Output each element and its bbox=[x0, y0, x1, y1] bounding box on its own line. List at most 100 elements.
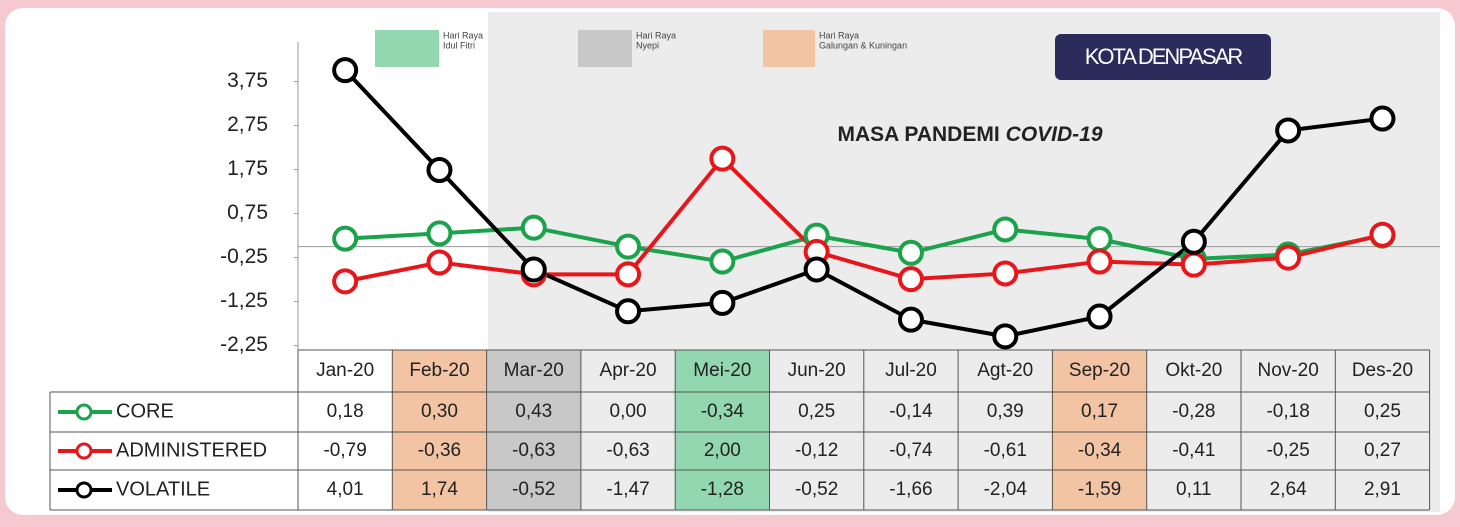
series-marker bbox=[615, 298, 642, 325]
table-value: -0,52 bbox=[512, 479, 555, 500]
annotation-text: MASA PANDEMI bbox=[837, 123, 999, 146]
x-tick-label: Okt-20 bbox=[1165, 360, 1222, 381]
table-value: -0,61 bbox=[984, 440, 1027, 461]
annotation-emphasis: COVID-19 bbox=[1006, 123, 1103, 146]
legend-label: Hari Raya bbox=[819, 30, 859, 40]
table-value: -0,14 bbox=[889, 401, 933, 422]
table-value: 0,25 bbox=[798, 401, 835, 422]
x-tick-label: Apr-20 bbox=[600, 360, 657, 381]
series-marker bbox=[803, 256, 830, 283]
y-tick-label: 2,75 bbox=[227, 113, 268, 136]
x-tick-label: Mar-20 bbox=[504, 360, 564, 381]
table-value: 0,18 bbox=[327, 401, 364, 422]
table-value: -0,63 bbox=[606, 440, 649, 461]
badge: KOTA DENPASAR bbox=[1085, 44, 1243, 69]
series-marker bbox=[992, 260, 1019, 287]
series-marker bbox=[1180, 228, 1207, 255]
series-marker bbox=[897, 239, 924, 266]
badge-box bbox=[1055, 34, 1271, 80]
x-tick-label: Jul-20 bbox=[885, 360, 937, 381]
series-line bbox=[343, 68, 1383, 339]
legend-label: VOLATILE bbox=[116, 478, 210, 500]
y-tick-label: -0,25 bbox=[220, 245, 268, 268]
legend-swatch bbox=[763, 30, 815, 67]
table-value: 0,43 bbox=[515, 401, 552, 422]
series-marker bbox=[332, 268, 359, 295]
legend-swatch bbox=[375, 30, 439, 67]
series-marker bbox=[709, 248, 736, 275]
x-tick-label: Des-20 bbox=[1352, 360, 1413, 381]
series-marker bbox=[1369, 221, 1396, 248]
x-tick-label: Agt-20 bbox=[977, 360, 1033, 381]
highlight-column bbox=[1052, 350, 1147, 510]
table-value: -0,25 bbox=[1266, 440, 1309, 461]
series-line bbox=[344, 156, 1383, 284]
table-value: -1,66 bbox=[889, 479, 932, 500]
highlight-column bbox=[675, 350, 770, 510]
series-marker bbox=[332, 225, 359, 252]
table-value: 1,74 bbox=[421, 479, 458, 500]
table-value: -0,41 bbox=[1172, 440, 1215, 461]
table-value: 0,25 bbox=[1364, 401, 1401, 422]
legend-label: Hari Raya bbox=[443, 30, 483, 40]
series-marker bbox=[1369, 105, 1396, 132]
table-value: -0,28 bbox=[1172, 401, 1215, 422]
table-value: -0,79 bbox=[323, 440, 366, 461]
table-value: -0,74 bbox=[889, 440, 933, 461]
table-value: -1,47 bbox=[606, 479, 649, 500]
y-tick-label: 1,75 bbox=[227, 157, 268, 180]
series-marker bbox=[615, 261, 642, 288]
legend-marker bbox=[75, 403, 93, 421]
legend-label: Hari Raya bbox=[636, 30, 676, 40]
table-value: -2,04 bbox=[984, 479, 1028, 500]
table-value: -1,59 bbox=[1078, 479, 1121, 500]
table-value: -0,18 bbox=[1266, 401, 1309, 422]
table-value: 2,00 bbox=[704, 440, 741, 461]
table-value: -0,52 bbox=[795, 479, 838, 500]
table-value: 0,11 bbox=[1176, 479, 1212, 500]
series-marker bbox=[1086, 303, 1113, 330]
legend-label: Nyepi bbox=[636, 40, 659, 50]
highlight-column bbox=[392, 350, 487, 510]
y-tick-label: -2,25 bbox=[220, 333, 268, 356]
y-tick-label: 0,75 bbox=[227, 201, 268, 224]
series-marker bbox=[709, 145, 736, 172]
x-tick-label: Feb-20 bbox=[409, 360, 469, 381]
y-tick-label: -1,25 bbox=[220, 289, 268, 312]
series-marker bbox=[615, 233, 642, 260]
x-tick-label: Sep-20 bbox=[1069, 360, 1130, 381]
legend-label: CORE bbox=[116, 400, 174, 422]
series-marker bbox=[1180, 251, 1207, 278]
series-marker bbox=[426, 249, 453, 276]
table-value: -0,34 bbox=[701, 401, 745, 422]
series-marker bbox=[1275, 244, 1302, 271]
series-marker bbox=[992, 216, 1019, 243]
legend-label: ADMINISTERED bbox=[116, 439, 267, 461]
table-value: -0,12 bbox=[795, 440, 838, 461]
series-marker bbox=[897, 266, 924, 293]
y-tick-label: 3,75 bbox=[227, 69, 268, 92]
series-marker bbox=[992, 323, 1019, 350]
table-value: -0,63 bbox=[512, 440, 555, 461]
series-line bbox=[345, 225, 1383, 264]
x-tick-label: Mei-20 bbox=[693, 360, 751, 381]
table-value: 0,17 bbox=[1081, 401, 1118, 422]
series-marker bbox=[1086, 226, 1113, 253]
legend-marker bbox=[75, 481, 93, 499]
highlight-column bbox=[486, 350, 581, 510]
series-marker bbox=[1086, 248, 1113, 275]
x-tick-label: Jan-20 bbox=[316, 360, 374, 381]
legend-marker bbox=[75, 442, 93, 460]
table-value: -0,36 bbox=[418, 440, 461, 461]
x-tick-label: Nov-20 bbox=[1258, 360, 1319, 381]
series-marker bbox=[426, 220, 453, 247]
series-marker bbox=[897, 306, 924, 333]
series-marker bbox=[332, 57, 359, 84]
legend-swatch bbox=[578, 30, 632, 67]
table-value: 0,00 bbox=[610, 401, 647, 422]
legend-label: Idul Fitri bbox=[443, 40, 475, 50]
table-value: 2,91 bbox=[1364, 479, 1401, 500]
legend-label: Galungan & Kuningan bbox=[819, 40, 907, 50]
